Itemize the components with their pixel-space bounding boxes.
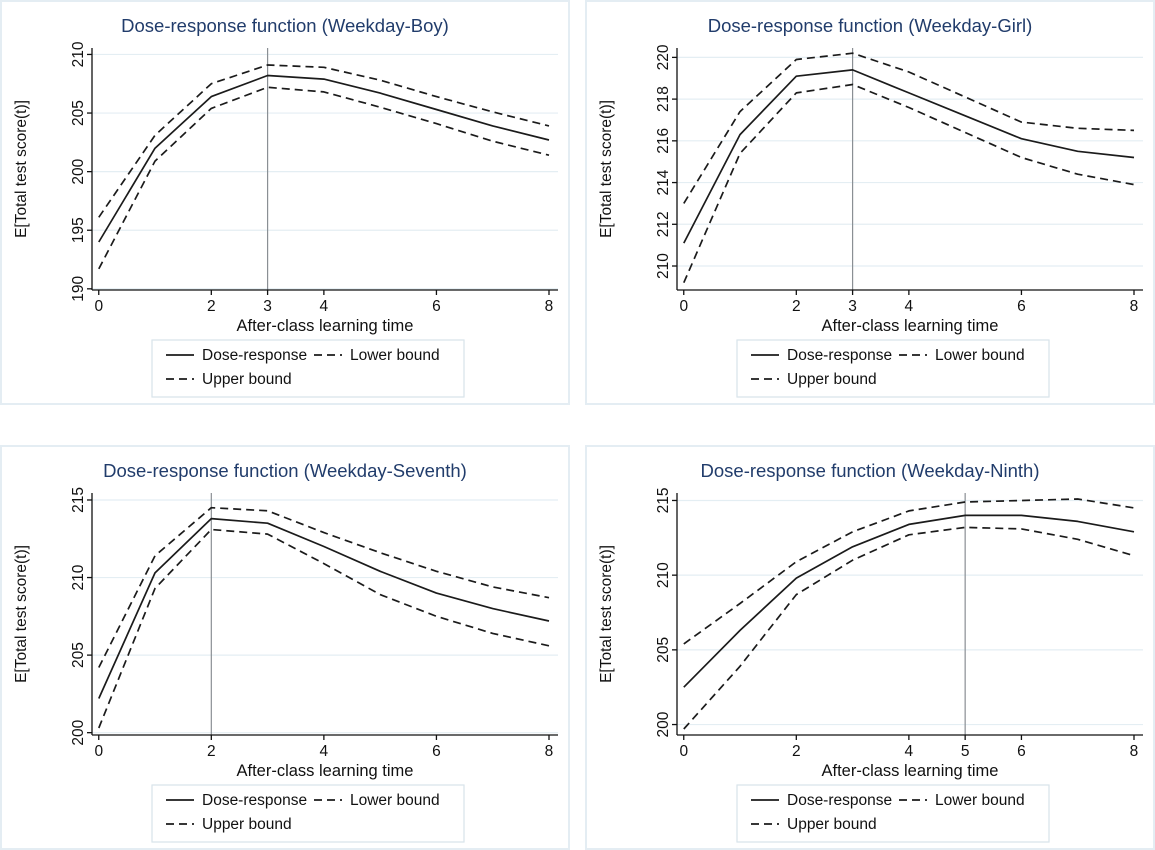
legend-label-lower-bound: Lower bound: [350, 347, 440, 364]
y-tick-label: 205: [70, 100, 87, 126]
panel-weekday-seventh: Dose-response function (Weekday-Seventh)…: [0, 445, 570, 850]
plot-area: 0 2 4 5 6 8 200 205 210 215: [655, 488, 1143, 760]
x-tick-label: 3: [263, 298, 272, 315]
series-line-dose-response: [683, 514, 1135, 688]
x-tick-label: 4: [905, 743, 914, 760]
legend-box: [151, 339, 465, 398]
legend-box: [151, 784, 465, 843]
legend-label-dose-response: Dose-response: [787, 792, 892, 809]
panel-weekday-girl: Dose-response function (Weekday-Girl) 0 2…: [585, 0, 1155, 405]
x-axis-label: After-class learning time: [237, 317, 414, 335]
legend: Dose-response Lower bound Upper bound: [151, 339, 465, 398]
legend-label-lower-bound: Lower bound: [935, 347, 1025, 364]
x-tick-label: 2: [792, 743, 801, 760]
x-tick-label: 0: [679, 298, 688, 315]
y-tick-label: 205: [70, 642, 87, 668]
x-tick-label: 6: [432, 743, 441, 760]
y-tick-label: 195: [70, 217, 87, 243]
panel-weekday-ninth: Dose-response function (Weekday-Ninth) 0…: [585, 445, 1155, 850]
panel-weekday-boy: Dose-response function (Weekday-Boy) 0 2 3…: [0, 0, 570, 405]
series-line-upper-bound: [98, 506, 550, 668]
legend-box: [736, 784, 1050, 843]
x-tick-label: 0: [94, 298, 103, 315]
y-axis-label: E[Total test score(t)]: [13, 545, 30, 683]
plot-area: 0 2 4 6 8 200 205 210 215: [70, 487, 558, 760]
x-tick-label: 2: [207, 743, 216, 760]
legend-label-dose-response: Dose-response: [202, 792, 307, 809]
x-tick-label: 0: [94, 743, 103, 760]
x-tick-label: 8: [545, 743, 554, 760]
y-axis-label: E[Total test score(t)]: [13, 100, 30, 238]
series-line-upper-bound: [683, 52, 1135, 204]
x-tick-label: 2: [207, 298, 216, 315]
chart-title: Dose-response function (Weekday-Boy): [121, 15, 449, 36]
chart-svg-weekday-girl: Dose-response function (Weekday-Girl) 0 2…: [598, 15, 1143, 398]
legend-label-lower-bound: Lower bound: [350, 792, 440, 809]
legend-label-upper-bound: Upper bound: [202, 371, 292, 388]
chart-title: Dose-response function (Weekday-Ninth): [701, 460, 1040, 481]
series-line-dose-response: [98, 74, 550, 243]
series-line-upper-bound: [683, 498, 1135, 645]
y-tick-label: 210: [70, 564, 87, 590]
x-axis-label: After-class learning time: [822, 762, 999, 780]
x-tick-label: 5: [961, 743, 970, 760]
series-line-dose-response: [98, 517, 550, 699]
series-line-dose-response: [683, 69, 1135, 244]
series-line-lower-bound: [98, 528, 550, 729]
x-axis-label: After-class learning time: [822, 317, 999, 335]
y-tick-label: 212: [655, 211, 672, 237]
y-tick-label: 200: [655, 711, 672, 737]
plot-area: 0 2 3 4 6 8 190 195 200 205 210: [70, 41, 558, 315]
x-tick-label: 4: [320, 298, 329, 315]
y-tick-label: 215: [70, 487, 87, 513]
x-tick-label: 6: [1017, 743, 1026, 760]
legend: Dose-response Lower bound Upper bound: [151, 784, 465, 843]
x-tick-label: 0: [679, 743, 688, 760]
legend: Dose-response Lower bound Upper bound: [736, 339, 1050, 398]
x-tick-label: 2: [792, 298, 801, 315]
y-tick-label: 190: [70, 276, 87, 302]
series-line-lower-bound: [98, 86, 550, 270]
y-tick-label: 200: [70, 158, 87, 184]
legend-label-dose-response: Dose-response: [787, 347, 892, 364]
legend: Dose-response Lower bound Upper bound: [736, 784, 1050, 843]
x-tick-label: 8: [1130, 298, 1139, 315]
series-line-lower-bound: [683, 526, 1135, 730]
x-axis-label: After-class learning time: [237, 762, 414, 780]
plot-area: 0 2 3 4 6 8 210 212 214 216 218 220: [655, 44, 1143, 315]
series-line-lower-bound: [683, 83, 1135, 284]
x-tick-label: 8: [1130, 743, 1139, 760]
y-tick-label: 200: [70, 719, 87, 745]
chart-svg-weekday-boy: Dose-response function (Weekday-Boy) 0 2 3…: [13, 15, 558, 398]
x-tick-label: 4: [905, 298, 914, 315]
chart-title: Dose-response function (Weekday-Seventh): [103, 460, 467, 481]
legend-label-lower-bound: Lower bound: [935, 792, 1025, 809]
chart-title: Dose-response function (Weekday-Girl): [708, 15, 1033, 36]
legend-label-upper-bound: Upper bound: [787, 816, 877, 833]
x-tick-label: 8: [545, 298, 554, 315]
y-tick-label: 205: [655, 637, 672, 663]
y-tick-label: 216: [655, 128, 672, 154]
y-tick-label: 210: [70, 41, 87, 67]
x-tick-label: 6: [1017, 298, 1026, 315]
legend-box: [736, 339, 1050, 398]
chart-svg-weekday-seventh: Dose-response function (Weekday-Seventh)…: [13, 460, 558, 843]
x-tick-label: 6: [432, 298, 441, 315]
y-tick-label: 218: [655, 86, 672, 112]
y-tick-label: 210: [655, 562, 672, 588]
x-tick-label: 3: [848, 298, 857, 315]
y-tick-label: 215: [655, 488, 672, 514]
y-tick-label: 210: [655, 253, 672, 279]
y-axis-label: E[Total test score(t)]: [598, 100, 615, 238]
legend-label-dose-response: Dose-response: [202, 347, 307, 364]
x-tick-label: 4: [320, 743, 329, 760]
legend-label-upper-bound: Upper bound: [202, 816, 292, 833]
y-axis-label: E[Total test score(t)]: [598, 545, 615, 683]
y-tick-label: 214: [655, 169, 672, 195]
legend-label-upper-bound: Upper bound: [787, 371, 877, 388]
chart-svg-weekday-ninth: Dose-response function (Weekday-Ninth) 0…: [598, 460, 1143, 843]
series-line-upper-bound: [98, 64, 550, 218]
y-tick-label: 220: [655, 44, 672, 70]
